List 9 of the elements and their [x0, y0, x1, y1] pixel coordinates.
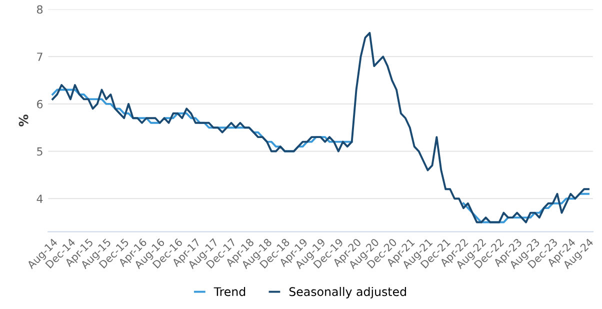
- y-tick-label: 4: [36, 194, 43, 203]
- legend-label: Trend: [214, 286, 246, 296]
- y-tick-label: 7: [37, 52, 42, 61]
- y-tick-label: 5: [37, 147, 42, 156]
- y-tick-label: 8: [36, 5, 43, 14]
- y-tick-label: 6: [37, 100, 43, 108]
- legend-label: Seasonally adjusted: [289, 286, 406, 298]
- y-axis-title: %: [18, 114, 28, 126]
- line-series: [52, 32, 590, 224]
